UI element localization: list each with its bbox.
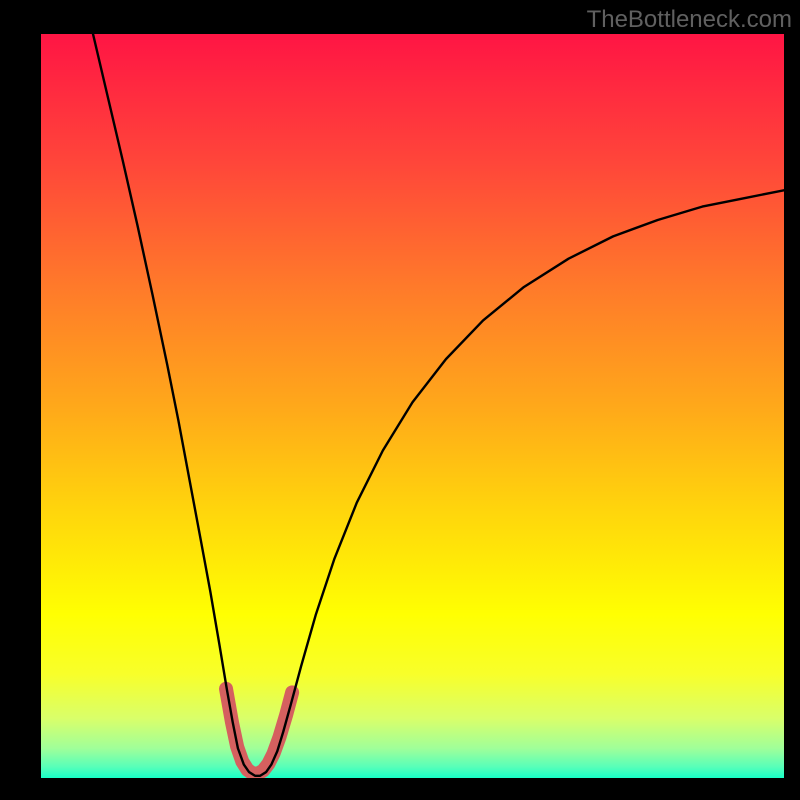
plot-area [41, 34, 784, 778]
gradient-background [41, 34, 784, 778]
chart-svg [41, 34, 784, 778]
watermark-text: TheBottleneck.com [587, 6, 792, 34]
